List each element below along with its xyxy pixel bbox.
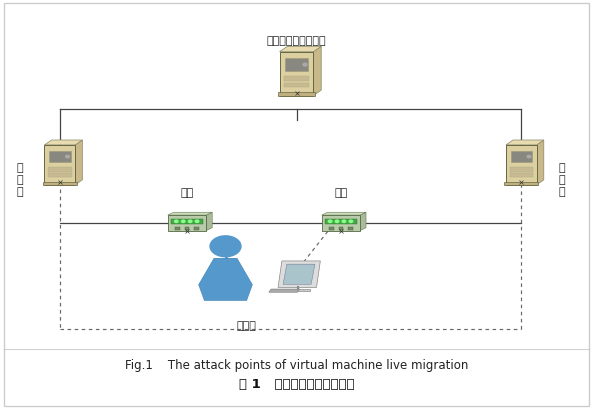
Polygon shape: [44, 140, 82, 145]
Text: 路由: 路由: [180, 189, 194, 198]
FancyBboxPatch shape: [49, 151, 71, 162]
Circle shape: [335, 220, 339, 222]
Polygon shape: [199, 258, 253, 301]
FancyBboxPatch shape: [509, 173, 533, 177]
FancyBboxPatch shape: [287, 289, 310, 291]
Text: 路由: 路由: [334, 189, 347, 198]
FancyBboxPatch shape: [168, 215, 206, 231]
FancyBboxPatch shape: [329, 227, 334, 230]
Text: 攻击者: 攻击者: [236, 321, 256, 330]
Polygon shape: [537, 140, 544, 185]
Circle shape: [181, 220, 185, 222]
FancyBboxPatch shape: [321, 215, 360, 231]
Text: Fig.1    The attack points of virtual machine live migration: Fig.1 The attack points of virtual machi…: [125, 359, 468, 372]
FancyBboxPatch shape: [505, 182, 538, 185]
Text: 图 1   虚拟机动态迁移攻击点: 图 1 虚拟机动态迁移攻击点: [239, 378, 354, 391]
FancyBboxPatch shape: [171, 219, 203, 224]
FancyBboxPatch shape: [44, 145, 75, 185]
Circle shape: [174, 220, 178, 222]
Circle shape: [66, 155, 69, 158]
FancyBboxPatch shape: [509, 167, 533, 172]
Circle shape: [303, 63, 307, 66]
Circle shape: [209, 235, 242, 257]
FancyBboxPatch shape: [511, 151, 532, 162]
FancyBboxPatch shape: [279, 52, 314, 96]
Polygon shape: [360, 212, 366, 231]
Polygon shape: [321, 212, 366, 215]
Polygon shape: [314, 46, 321, 96]
Polygon shape: [279, 46, 321, 52]
Circle shape: [342, 220, 346, 222]
Circle shape: [527, 155, 531, 158]
Polygon shape: [206, 212, 212, 231]
Text: 网络文件系统服务端: 网络文件系统服务端: [267, 36, 326, 45]
FancyBboxPatch shape: [325, 219, 357, 224]
Circle shape: [349, 220, 353, 222]
FancyBboxPatch shape: [339, 227, 343, 230]
FancyBboxPatch shape: [285, 58, 308, 71]
FancyBboxPatch shape: [348, 227, 353, 230]
Circle shape: [329, 220, 332, 222]
FancyBboxPatch shape: [283, 76, 310, 81]
Circle shape: [189, 220, 192, 222]
FancyBboxPatch shape: [48, 167, 72, 172]
Text: 迁
出
端: 迁 出 端: [17, 164, 23, 197]
Polygon shape: [278, 261, 320, 288]
FancyBboxPatch shape: [283, 83, 310, 87]
FancyBboxPatch shape: [195, 227, 199, 230]
FancyBboxPatch shape: [185, 227, 189, 230]
Polygon shape: [506, 140, 544, 145]
Polygon shape: [168, 212, 212, 215]
Polygon shape: [75, 140, 82, 185]
Text: 迁
入
端: 迁 入 端: [558, 164, 565, 197]
FancyBboxPatch shape: [278, 92, 315, 96]
FancyBboxPatch shape: [506, 145, 537, 185]
FancyBboxPatch shape: [175, 227, 180, 230]
Polygon shape: [269, 289, 299, 292]
FancyBboxPatch shape: [48, 173, 72, 177]
FancyBboxPatch shape: [43, 182, 76, 185]
Circle shape: [195, 220, 199, 222]
Polygon shape: [283, 264, 315, 284]
